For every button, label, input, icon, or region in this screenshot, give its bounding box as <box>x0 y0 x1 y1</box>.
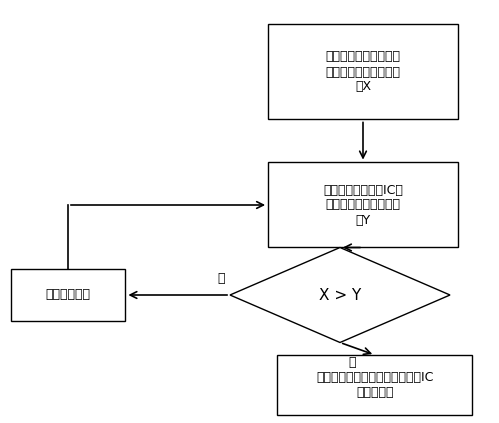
Polygon shape <box>230 247 450 343</box>
Text: X > Y: X > Y <box>319 288 361 302</box>
Bar <box>277 355 473 415</box>
Text: 电容式触摸屏控制IC检
测屏体单位时间内中断
数Y: 电容式触摸屏控制IC检 测屏体单位时间内中断 数Y <box>323 184 403 226</box>
Text: 是: 是 <box>218 272 225 285</box>
Bar <box>268 162 458 247</box>
Text: 设置电容式触摸屏整面
单位时间内中断数的上
限X: 设置电容式触摸屏整面 单位时间内中断数的上 限X <box>325 50 401 93</box>
Bar <box>10 269 126 321</box>
Bar <box>268 25 458 120</box>
Text: 否: 否 <box>348 357 355 370</box>
Text: 上报给主芯片: 上报给主芯片 <box>45 288 90 302</box>
Text: 将此时电容式触摸屏上报到控制IC
的数据滤除: 将此时电容式触摸屏上报到控制IC 的数据滤除 <box>316 371 434 399</box>
